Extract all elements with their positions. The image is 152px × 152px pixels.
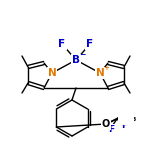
Text: O: O — [102, 119, 109, 128]
Text: F: F — [120, 109, 126, 117]
Text: −: − — [79, 50, 85, 59]
Text: F: F — [108, 124, 114, 133]
Text: N: N — [48, 68, 56, 78]
Text: CF: CF — [121, 112, 133, 121]
Text: B: B — [72, 55, 80, 65]
Text: O: O — [102, 119, 110, 129]
Text: N: N — [96, 68, 104, 78]
Text: +: + — [103, 65, 109, 71]
Text: F: F — [86, 39, 94, 49]
Text: 3: 3 — [131, 117, 136, 122]
Text: F: F — [58, 39, 66, 49]
Text: F: F — [121, 121, 127, 131]
